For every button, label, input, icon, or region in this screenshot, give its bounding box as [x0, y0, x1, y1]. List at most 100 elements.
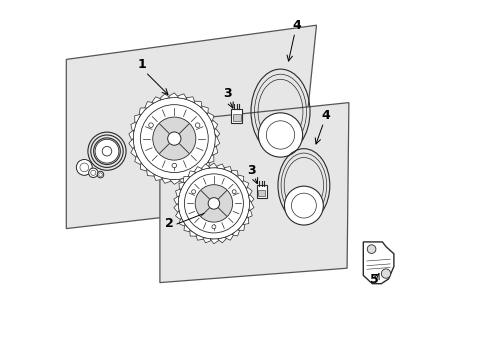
Polygon shape: [213, 126, 219, 139]
Polygon shape: [210, 239, 221, 244]
Circle shape: [258, 113, 302, 157]
Circle shape: [88, 168, 98, 177]
Circle shape: [172, 163, 176, 168]
FancyBboxPatch shape: [232, 114, 240, 121]
Polygon shape: [183, 97, 195, 103]
Circle shape: [366, 245, 375, 253]
Polygon shape: [235, 174, 244, 182]
Polygon shape: [206, 163, 217, 168]
Polygon shape: [173, 203, 179, 215]
Polygon shape: [363, 242, 393, 284]
Polygon shape: [175, 211, 183, 221]
Circle shape: [148, 123, 153, 127]
Circle shape: [191, 190, 195, 194]
Polygon shape: [161, 178, 174, 183]
Polygon shape: [224, 233, 235, 240]
Text: 5: 5: [369, 273, 378, 285]
Polygon shape: [203, 238, 213, 243]
Circle shape: [284, 186, 323, 225]
Polygon shape: [187, 172, 198, 180]
Polygon shape: [217, 236, 228, 243]
Circle shape: [195, 123, 200, 127]
Circle shape: [91, 170, 96, 175]
Polygon shape: [199, 164, 210, 171]
Circle shape: [208, 198, 219, 209]
Circle shape: [211, 225, 215, 229]
Text: 4: 4: [292, 19, 301, 32]
Polygon shape: [204, 111, 213, 122]
FancyBboxPatch shape: [258, 190, 264, 196]
Circle shape: [102, 147, 111, 156]
Text: 3: 3: [247, 163, 256, 176]
Polygon shape: [128, 130, 134, 143]
Polygon shape: [66, 25, 316, 229]
Text: 4: 4: [321, 109, 330, 122]
Polygon shape: [192, 167, 203, 174]
Circle shape: [95, 139, 119, 163]
Polygon shape: [179, 182, 184, 192]
Circle shape: [76, 159, 92, 175]
Polygon shape: [134, 156, 143, 166]
Circle shape: [291, 193, 316, 218]
Polygon shape: [221, 167, 231, 172]
Polygon shape: [195, 166, 204, 176]
Circle shape: [266, 121, 294, 149]
Polygon shape: [189, 230, 199, 236]
Circle shape: [99, 173, 102, 176]
Polygon shape: [140, 163, 150, 172]
Polygon shape: [248, 200, 253, 211]
Polygon shape: [174, 94, 187, 99]
Circle shape: [80, 163, 88, 172]
Polygon shape: [213, 164, 224, 169]
Polygon shape: [240, 179, 248, 189]
Polygon shape: [212, 143, 217, 156]
Polygon shape: [207, 152, 213, 163]
Polygon shape: [210, 118, 217, 130]
Circle shape: [232, 190, 236, 194]
Polygon shape: [228, 171, 238, 177]
Circle shape: [195, 185, 232, 222]
Polygon shape: [246, 207, 252, 218]
Polygon shape: [183, 176, 189, 185]
Polygon shape: [131, 147, 138, 159]
Polygon shape: [153, 175, 165, 180]
Polygon shape: [131, 122, 136, 134]
Polygon shape: [238, 221, 244, 230]
Circle shape: [381, 269, 390, 278]
Polygon shape: [231, 228, 240, 236]
Circle shape: [133, 97, 215, 180]
Circle shape: [178, 167, 249, 239]
Polygon shape: [134, 114, 141, 126]
Polygon shape: [146, 169, 157, 176]
Text: 1: 1: [137, 58, 146, 71]
Polygon shape: [160, 103, 348, 283]
Polygon shape: [175, 189, 181, 200]
Polygon shape: [187, 171, 196, 179]
Polygon shape: [243, 215, 248, 225]
Polygon shape: [202, 159, 210, 169]
Circle shape: [97, 171, 103, 178]
Text: 2: 2: [164, 217, 173, 230]
Polygon shape: [196, 235, 206, 240]
FancyBboxPatch shape: [256, 185, 266, 198]
Circle shape: [152, 117, 195, 160]
Polygon shape: [150, 97, 161, 105]
Circle shape: [167, 132, 181, 145]
Polygon shape: [244, 185, 252, 196]
Polygon shape: [138, 108, 146, 118]
Polygon shape: [170, 179, 183, 184]
Polygon shape: [178, 176, 191, 183]
Polygon shape: [191, 101, 202, 108]
Text: 3: 3: [223, 87, 231, 100]
Polygon shape: [143, 102, 153, 111]
FancyBboxPatch shape: [230, 109, 242, 123]
Polygon shape: [128, 139, 135, 152]
Polygon shape: [165, 93, 178, 98]
Polygon shape: [179, 218, 187, 228]
Polygon shape: [157, 94, 170, 101]
Polygon shape: [173, 196, 178, 207]
Polygon shape: [183, 225, 192, 233]
Polygon shape: [214, 134, 219, 147]
Polygon shape: [247, 192, 253, 203]
Polygon shape: [198, 105, 208, 114]
